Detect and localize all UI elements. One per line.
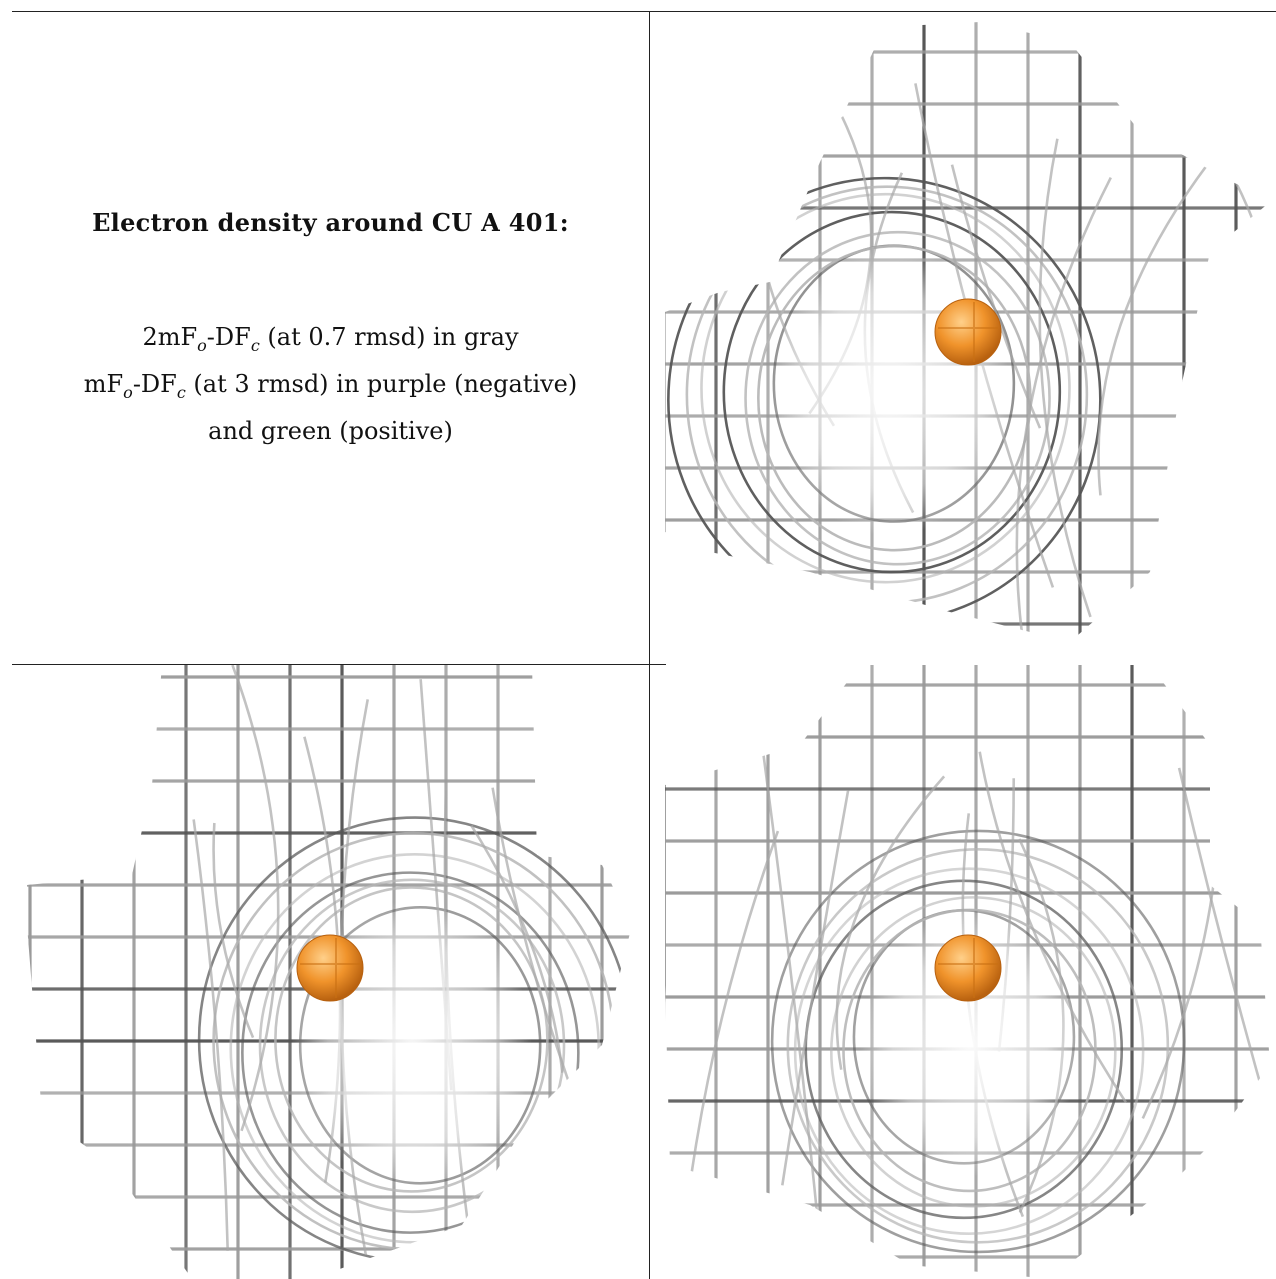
contour-ring (786, 847, 1170, 1244)
mesh-strand (1097, 123, 1241, 496)
cu-atom-sphere (934, 934, 1002, 1002)
legend-l1-a: 2mF (142, 323, 198, 351)
contour-ring (842, 908, 1097, 1193)
legend-l1-rest: (at 0.7 rmsd) in gray (259, 323, 519, 351)
contour-ring (274, 886, 549, 1193)
contour-ring (744, 230, 1051, 566)
figure-title: Electron density around CU A 401: (92, 208, 569, 237)
mesh-strand (1177, 767, 1270, 1247)
mesh-strand (192, 819, 230, 1251)
legend-l2-rest: (at 3 rmsd) in purple (negative) (185, 369, 578, 398)
legend-l1-b: -DF (206, 323, 251, 351)
table-divider-horizontal-mid (632, 664, 666, 665)
mesh-strand (781, 789, 850, 1186)
contour-ring (770, 829, 1186, 1254)
mesh-strand (752, 681, 821, 1233)
mesh-strand (650, 57, 651, 407)
cu-atom-sphere (934, 298, 1002, 366)
density-cavity (860, 913, 1080, 1177)
mesh-strand (835, 775, 946, 1070)
density-view-1 (650, 12, 1270, 664)
atom-mesh-overlay (300, 938, 360, 998)
mesh-strand (1132, 34, 1270, 412)
legend-l2-b-sub: c (176, 382, 186, 402)
density-mesh-2 (27, 665, 649, 1279)
density-view-3 (650, 665, 1270, 1279)
legend-line-1: 2mFo-DFc (at 0.7 rmsd) in gray (12, 318, 649, 365)
contour-ring (793, 867, 1145, 1235)
contour-ring (757, 244, 1032, 552)
table-divider-vertical (649, 11, 650, 1279)
mesh-strand (231, 665, 280, 1132)
mesh-strand (1015, 176, 1112, 642)
contour-ring (830, 896, 1117, 1208)
legend-line-2: mFo-DFc (at 3 rmsd) in purple (negative) (12, 365, 649, 412)
cu-atom-sphere (296, 934, 364, 1002)
legend-line-3: and green (positive) (208, 416, 453, 445)
mesh-strand (950, 164, 1042, 429)
density-view-2 (12, 665, 649, 1279)
density-mesh-1 (650, 22, 1270, 642)
mesh-strand (643, 729, 649, 1165)
legend-l1-b-sub: c (250, 335, 260, 355)
legend-l2-b: -DF (132, 369, 177, 398)
caption-cell: Electron density around CU A 401: 2mFo-D… (12, 12, 649, 664)
density-mesh-3 (665, 665, 1270, 1279)
mesh-strand (978, 751, 1127, 1104)
mesh-strand (683, 830, 780, 1228)
legend-l1-a-sub: o (197, 335, 207, 355)
atom-mesh-overlay (938, 938, 998, 998)
mesh-strand (1038, 138, 1092, 618)
legend-l2-a-sub: o (123, 382, 133, 402)
contour-ring (722, 210, 1062, 574)
mesh-strand (470, 824, 564, 1073)
legend-l2-a: mF (83, 369, 124, 398)
legend-text: 2mFo-DFc (at 0.7 rmsd) in gray mFo-DFc (… (12, 318, 649, 450)
mesh-strand (212, 822, 255, 1039)
contour-ring (241, 871, 580, 1234)
density-cavity (770, 248, 1010, 536)
contour-ring (700, 192, 1071, 584)
table-border-top (12, 11, 1276, 12)
atom-mesh-overlay (938, 302, 998, 362)
table-divider-horizontal-left (12, 664, 632, 665)
contour-ring (258, 878, 566, 1214)
